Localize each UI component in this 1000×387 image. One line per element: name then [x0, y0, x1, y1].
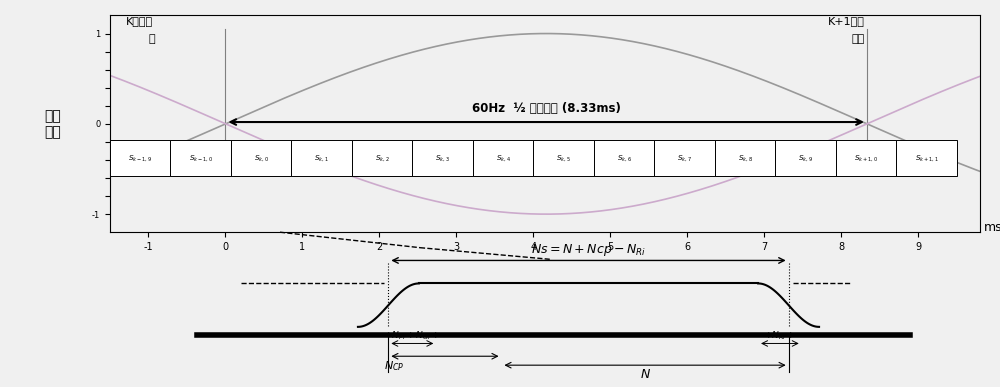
Bar — [291, 140, 352, 176]
Text: $N$: $N$ — [640, 368, 651, 381]
Bar — [533, 140, 594, 176]
Bar — [231, 140, 291, 176]
Bar — [775, 140, 836, 176]
Text: ms: ms — [984, 221, 1000, 234]
Text: $Ns = N+Ncp-N_{Ri}$: $Ns = N+Ncp-N_{Ri}$ — [531, 242, 646, 258]
Text: $S_{k,6}$: $S_{k,6}$ — [617, 153, 632, 163]
Text: 60Hz  ½ 工频周期 (8.33ms): 60Hz ½ 工频周期 (8.33ms) — [472, 102, 621, 115]
Text: $S_{k,2}$: $S_{k,2}$ — [375, 153, 390, 163]
Bar — [170, 140, 231, 176]
Bar — [715, 140, 775, 176]
Text: $+N_{Ri}+$: $+N_{Ri}+$ — [764, 329, 795, 342]
Bar — [654, 140, 715, 176]
Text: $S_{k,3}$: $S_{k,3}$ — [435, 153, 450, 163]
Bar — [473, 140, 533, 176]
Text: $+N_{Pr}+N_{Gi}+$: $+N_{Pr}+N_{Gi}+$ — [384, 329, 440, 342]
Text: $N_{CP}$: $N_{CP}$ — [384, 359, 404, 373]
Bar — [412, 140, 473, 176]
Text: $S_{k,7}$: $S_{k,7}$ — [677, 153, 692, 163]
Text: K+1个过: K+1个过 — [828, 16, 865, 26]
Y-axis label: 标准
振幅: 标准 振幅 — [45, 109, 62, 139]
Bar — [836, 140, 896, 176]
Bar — [352, 140, 412, 176]
Text: $S_{k,0}$: $S_{k,0}$ — [254, 153, 269, 163]
Bar — [896, 140, 957, 176]
Text: $S_{k-1,0}$: $S_{k-1,0}$ — [189, 153, 213, 163]
Text: K个过零: K个过零 — [125, 16, 153, 26]
Text: $S_{k,4}$: $S_{k,4}$ — [496, 153, 511, 163]
Text: $S_{k,1}$: $S_{k,1}$ — [314, 153, 329, 163]
Text: $S_{k,9}$: $S_{k,9}$ — [798, 153, 813, 163]
Text: 零点: 零点 — [851, 34, 865, 45]
Text: $S_{k-1,9}$: $S_{k-1,9}$ — [128, 153, 152, 163]
Bar — [110, 140, 170, 176]
Text: 点: 点 — [148, 34, 155, 45]
Text: $S_{k+1,1}$: $S_{k+1,1}$ — [915, 153, 939, 163]
Text: $S_{k+1,0}$: $S_{k+1,0}$ — [854, 153, 878, 163]
Bar — [594, 140, 654, 176]
Text: $S_{k,5}$: $S_{k,5}$ — [556, 153, 571, 163]
Text: $S_{k,8}$: $S_{k,8}$ — [738, 153, 753, 163]
